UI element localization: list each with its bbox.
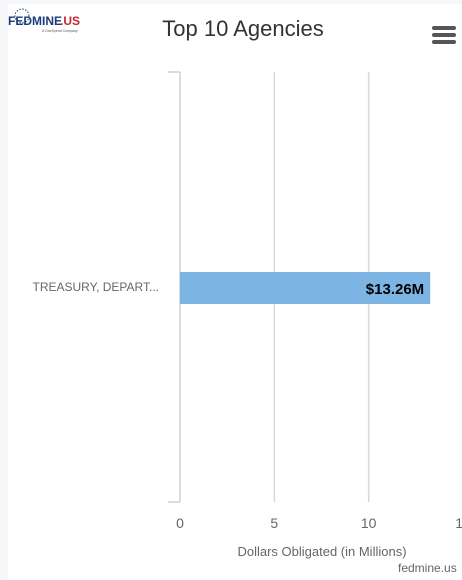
x-axis-title: Dollars Obligated (in Millions) [237,544,406,559]
x-tick-labels: 0 5 10 15 [176,515,462,531]
x-tick-label-2: 10 [361,515,377,531]
hamburger-menu-icon[interactable] [432,24,456,46]
svg-text:A GovSpend Company: A GovSpend Company [42,29,78,33]
category-label-0: TREASURY, DEPART... [33,280,160,294]
category-labels: TREASURY, DEPART... [33,280,160,294]
svg-text:.US: .US [60,14,80,28]
category-axis [168,71,181,503]
x-tick-label-3: 15 [455,515,462,531]
chart-title: Top 10 Agencies [162,16,323,41]
bar-0[interactable] [180,272,431,304]
fedmine-logo: FEDMINE .US A GovSpend Company [8,8,80,33]
x-tick-label-1: 5 [270,515,278,531]
bar-series: $13.26M [180,272,431,304]
svg-text:FEDMINE: FEDMINE [8,14,62,28]
bar-data-label-0: $13.26M [366,281,424,298]
credit-link[interactable]: fedmine.us [398,561,457,575]
x-tick-label-0: 0 [176,515,184,531]
